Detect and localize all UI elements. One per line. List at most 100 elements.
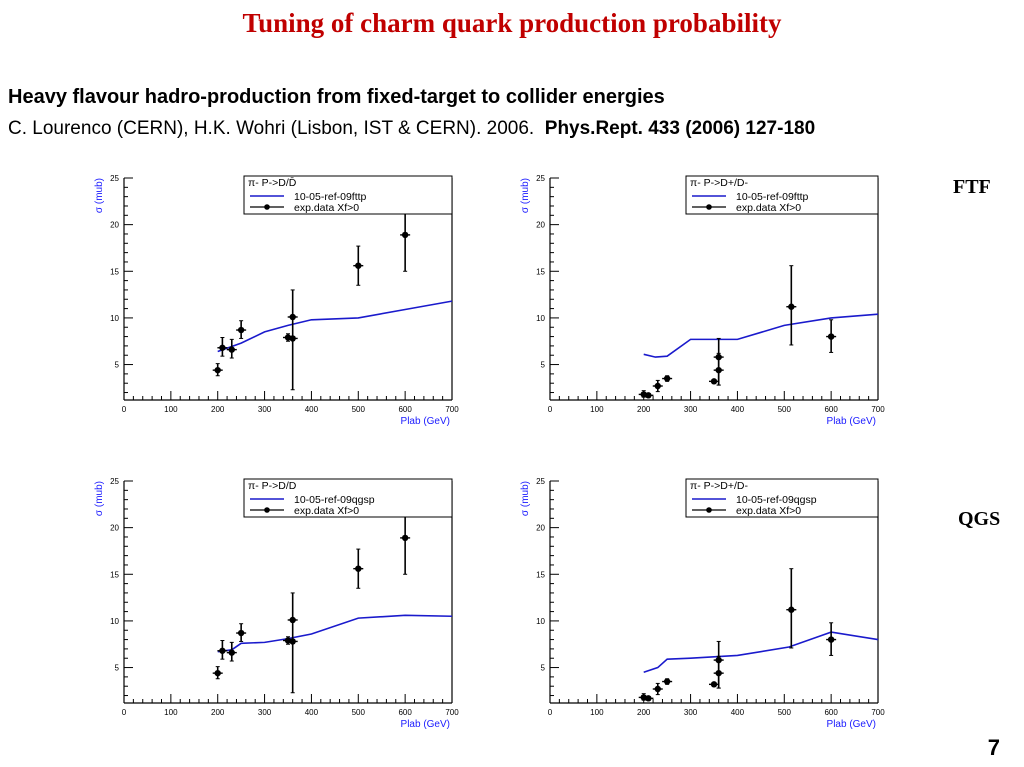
x-tick-label: 200: [637, 708, 651, 717]
legend-data-marker: [264, 507, 270, 513]
legend-entry-data: exp.data Xf>0: [736, 202, 801, 214]
data-point: [400, 205, 411, 272]
legend-data-marker: [706, 507, 712, 513]
data-point: [709, 681, 719, 688]
model-curve: [643, 631, 879, 673]
chart-ftf-d-dbar: 0 100 200 300 400 500 600 700 5 10 15 20 25 Plab (GeV…: [94, 174, 459, 427]
x-tick-label: 0: [122, 708, 127, 717]
data-marker: [401, 231, 409, 239]
data-marker: [715, 353, 722, 361]
y-tick-label: 20: [536, 221, 545, 230]
x-axis-title: Plab (GeV): [827, 719, 876, 730]
paper-title: Heavy flavour hadro-production from fixe…: [8, 86, 665, 108]
data-point: [212, 666, 223, 680]
x-tick-label: 300: [684, 405, 698, 414]
legend-header: π- P->D+/D-: [690, 177, 749, 189]
data-marker: [289, 638, 296, 645]
model-curve: [217, 300, 453, 353]
y-tick-label: 5: [541, 361, 546, 370]
y-tick-label: 20: [110, 221, 119, 230]
x-tick-label: 0: [548, 405, 553, 414]
x-tick-label: 200: [211, 405, 225, 414]
x-tick-label: 500: [352, 405, 366, 414]
legend-header: π- P->D/D: [248, 480, 297, 492]
x-tick-label: 400: [305, 405, 319, 414]
data-marker: [827, 636, 835, 643]
data-point: [662, 678, 673, 685]
x-tick-label: 400: [305, 708, 319, 717]
model-curve: [643, 313, 879, 358]
data-marker: [827, 333, 835, 340]
data-point: [786, 265, 797, 346]
y-tick-label: 10: [536, 617, 545, 626]
x-tick-label: 700: [445, 405, 459, 414]
data-point: [662, 375, 673, 382]
data-point: [652, 379, 663, 393]
y-axis-title: σ (mub): [94, 481, 105, 516]
y-tick-label: 15: [536, 570, 545, 579]
row-label-ftf: FTF: [953, 176, 991, 198]
x-tick-label: 100: [164, 708, 178, 717]
y-axis-title: σ (mub): [94, 178, 105, 213]
data-point: [226, 641, 237, 662]
x-tick-label: 300: [684, 708, 698, 717]
data-marker: [663, 375, 671, 382]
x-tick-label: 100: [590, 405, 604, 414]
data-point: [217, 337, 228, 357]
x-axis-title: Plab (GeV): [401, 416, 450, 427]
x-tick-label: 500: [352, 708, 366, 717]
data-point: [287, 616, 298, 624]
chart-ftf-dplus-dminus: 0 100 200 300 400 500 600 700 5 10 15 20 25 Plab (GeV…: [520, 174, 885, 427]
x-tick-label: 200: [211, 708, 225, 717]
data-point: [212, 363, 223, 377]
data-point: [217, 640, 228, 660]
y-tick-label: 20: [110, 524, 119, 533]
data-marker: [645, 392, 652, 399]
data-point: [236, 320, 247, 339]
data-marker: [214, 366, 221, 374]
data-marker: [237, 326, 245, 334]
x-tick-label: 500: [778, 405, 792, 414]
x-tick-label: 300: [258, 708, 272, 717]
data-point: [287, 592, 298, 694]
data-marker: [219, 647, 226, 654]
data-marker: [289, 616, 296, 624]
legend-box: [685, 175, 879, 215]
y-tick-label: 15: [110, 267, 119, 276]
row-label-qgs: QGS: [958, 508, 1001, 530]
y-tick-label: 25: [536, 174, 545, 183]
x-tick-label: 500: [778, 708, 792, 717]
data-point: [643, 695, 654, 702]
data-marker: [654, 382, 661, 390]
data-point: [709, 378, 719, 385]
page-number: 7: [987, 735, 1000, 760]
data-point: [643, 392, 654, 399]
data-marker: [788, 606, 795, 613]
data-marker: [355, 262, 362, 269]
legend-header: π- P->D+/D-: [690, 480, 749, 492]
y-axis-title: σ (mub): [520, 178, 531, 213]
data-point: [713, 640, 724, 689]
legend-entry-model: 10-05-ref-09fttp: [294, 191, 367, 203]
data-marker: [237, 629, 245, 637]
legend-box: [243, 478, 453, 518]
x-axis-title: Plab (GeV): [827, 416, 876, 427]
citation: C. Lourenco (CERN), H.K. Wohri (Lisbon, …: [8, 118, 815, 140]
y-tick-label: 20: [536, 524, 545, 533]
data-point: [400, 508, 411, 575]
data-point: [226, 338, 237, 359]
data-point: [652, 682, 663, 696]
model-curve: [217, 614, 453, 653]
x-tick-label: 600: [398, 405, 412, 414]
legend-entry-data: exp.data Xf>0: [294, 505, 359, 517]
slide-title: Tuning of charm quark production probabi…: [242, 8, 782, 38]
data-marker: [710, 378, 718, 385]
x-tick-label: 0: [548, 708, 553, 717]
y-axis-title: σ (mub): [520, 481, 531, 516]
x-tick-label: 700: [445, 708, 459, 717]
data-point: [353, 245, 364, 286]
chart-qgs-dplus-dminus: 0 100 200 300 400 500 600 700 5 10 15 20 25 Plab (GeV…: [520, 477, 885, 730]
y-tick-label: 5: [115, 361, 120, 370]
data-marker: [289, 313, 296, 321]
x-tick-label: 600: [824, 405, 838, 414]
